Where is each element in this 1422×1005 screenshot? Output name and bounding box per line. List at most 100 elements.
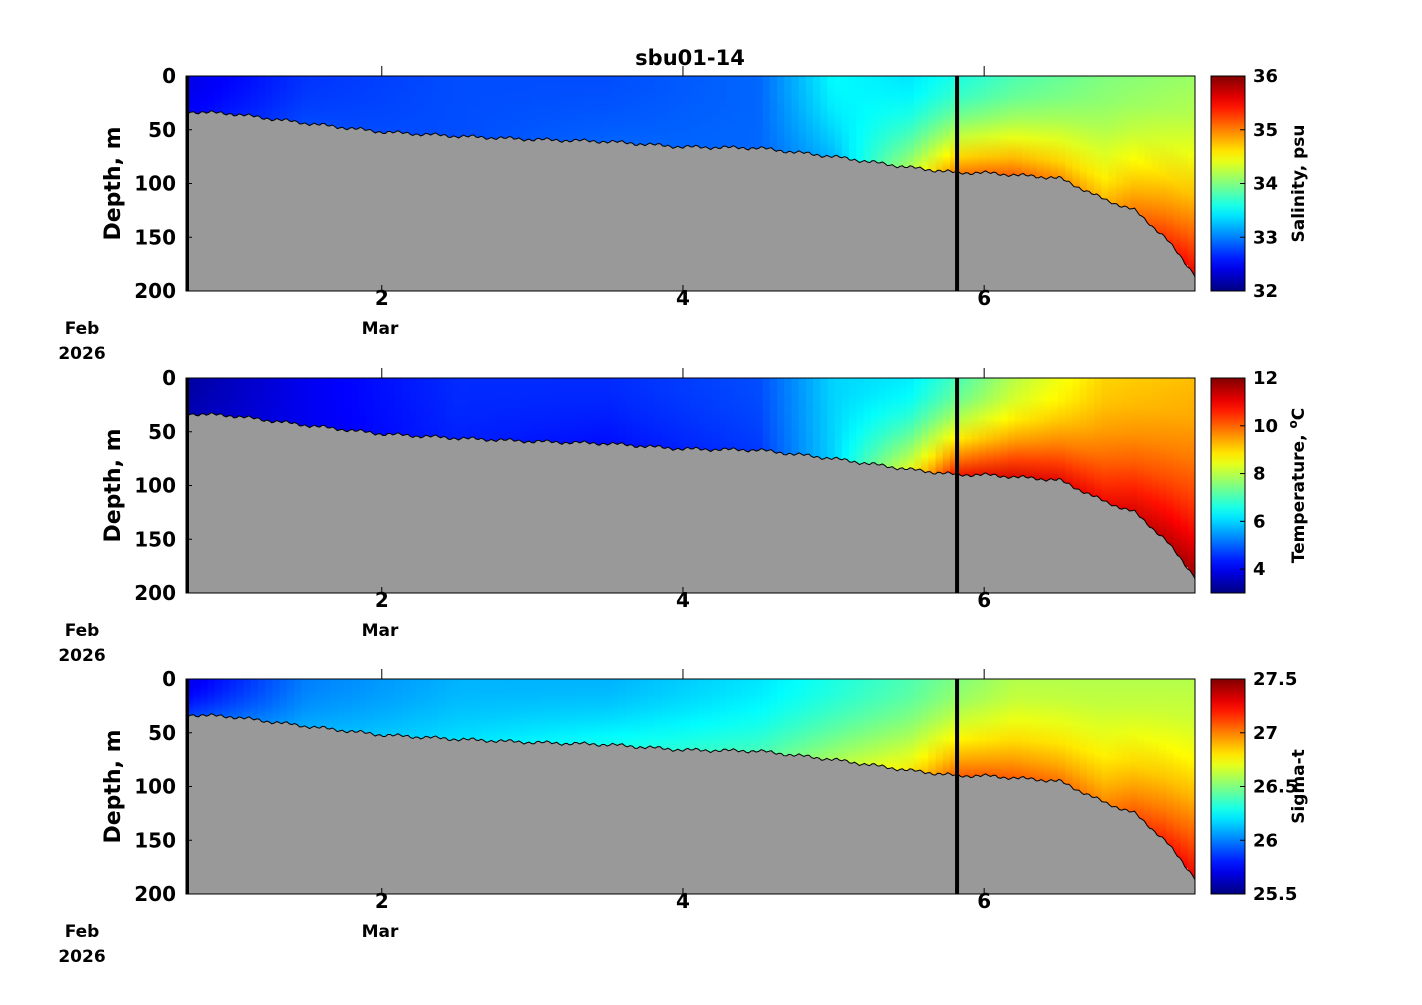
heatmap-column bbox=[921, 679, 930, 777]
heatmap-column bbox=[358, 76, 367, 134]
heatmap-column bbox=[935, 378, 944, 477]
heatmap-column bbox=[1101, 378, 1110, 506]
heatmap-column bbox=[762, 679, 771, 756]
heatmap-column bbox=[625, 378, 634, 450]
heatmap-column bbox=[964, 378, 973, 479]
heatmap-column bbox=[200, 679, 209, 720]
heatmap-column bbox=[877, 378, 886, 470]
heatmap-column bbox=[589, 378, 598, 448]
heatmap-column bbox=[258, 76, 267, 122]
heatmap-column bbox=[582, 679, 591, 748]
heatmap-column bbox=[524, 76, 533, 144]
heatmap-column bbox=[1166, 378, 1175, 550]
heatmap-column bbox=[517, 679, 526, 746]
heatmap-column bbox=[373, 76, 382, 136]
colorbar-tick-label: 27.5 bbox=[1253, 669, 1297, 690]
heatmap-column bbox=[567, 76, 576, 145]
y-axis-label: Depth, m bbox=[101, 729, 126, 843]
heatmap-column bbox=[1115, 378, 1124, 511]
heatmap-column bbox=[712, 378, 721, 454]
heatmap-column bbox=[243, 378, 252, 422]
heatmap-column bbox=[863, 378, 872, 468]
heatmap-column bbox=[1166, 679, 1175, 851]
heatmap-column bbox=[524, 679, 533, 747]
heatmap-column bbox=[1036, 76, 1045, 181]
heatmap-column bbox=[748, 378, 757, 454]
heatmap-column bbox=[697, 76, 706, 152]
heatmap-column bbox=[214, 679, 223, 721]
heatmap-column bbox=[467, 76, 476, 141]
heatmap-column bbox=[769, 76, 778, 154]
heatmap-column bbox=[1022, 679, 1031, 783]
y-tick-label: 0 bbox=[162, 366, 176, 390]
heatmap-column bbox=[517, 378, 526, 445]
heatmap-column bbox=[503, 76, 512, 143]
heatmap-column bbox=[402, 378, 411, 440]
colorbar-tick-label: 33 bbox=[1253, 227, 1278, 248]
heatmap-column bbox=[661, 679, 670, 753]
heatmap-column bbox=[740, 679, 749, 755]
heatmap-column bbox=[762, 76, 771, 153]
colorbar bbox=[1210, 678, 1246, 895]
heatmap-column bbox=[813, 378, 822, 461]
heatmap-column bbox=[1029, 76, 1038, 181]
heatmap-column bbox=[668, 679, 677, 754]
heatmap-field bbox=[186, 679, 1195, 878]
heatmap-column bbox=[582, 378, 591, 447]
heatmap-column bbox=[798, 76, 807, 158]
heatmap-column bbox=[957, 76, 966, 177]
x-tick-label: 6 bbox=[977, 889, 991, 913]
heatmap-column bbox=[791, 76, 800, 157]
heatmap-column bbox=[726, 679, 735, 755]
heatmap-column bbox=[229, 378, 238, 420]
date-label-month: Feb bbox=[65, 319, 100, 339]
heatmap-column bbox=[488, 76, 497, 142]
heatmap-column bbox=[1144, 679, 1153, 830]
heatmap-column bbox=[942, 679, 951, 779]
heatmap-column bbox=[409, 679, 418, 741]
heatmap-column bbox=[755, 76, 764, 153]
heatmap-column bbox=[546, 679, 555, 747]
heatmap-column bbox=[1144, 378, 1153, 529]
colorbar bbox=[1210, 75, 1246, 292]
heatmap-column bbox=[380, 679, 389, 740]
date-label-month: Mar bbox=[362, 319, 399, 339]
heatmap-column bbox=[229, 76, 238, 118]
heatmap-column bbox=[575, 679, 584, 748]
y-tick-label: 200 bbox=[134, 882, 176, 906]
heatmap-column bbox=[481, 378, 490, 444]
heatmap-column bbox=[452, 76, 461, 141]
x-tick-label: 6 bbox=[977, 588, 991, 612]
heatmap-column bbox=[1158, 378, 1167, 542]
heatmap-column bbox=[632, 76, 641, 148]
heatmap-column bbox=[1115, 76, 1124, 209]
heatmap-column bbox=[387, 679, 396, 740]
heatmap-column bbox=[301, 679, 310, 731]
heatmap-column bbox=[431, 378, 440, 441]
heatmap-column bbox=[755, 679, 764, 756]
heatmap-column bbox=[921, 76, 930, 174]
colorbar-label: Salinity, psu bbox=[1289, 125, 1309, 243]
heatmap-column bbox=[856, 76, 865, 165]
heatmap-column bbox=[870, 76, 879, 167]
heatmap-column bbox=[351, 679, 360, 736]
heatmap-column bbox=[1151, 76, 1160, 233]
heatmap-column bbox=[243, 76, 252, 120]
heatmap-column bbox=[827, 679, 836, 764]
heatmap-column bbox=[985, 76, 994, 178]
heatmap-column bbox=[661, 76, 670, 150]
heatmap-column bbox=[913, 679, 922, 776]
heatmap-column bbox=[993, 378, 1002, 480]
heatmap-column bbox=[445, 679, 454, 743]
heatmap-column bbox=[647, 679, 656, 752]
heatmap-column bbox=[1043, 76, 1052, 182]
heatmap-column bbox=[892, 76, 901, 170]
heatmap-column bbox=[1022, 76, 1031, 180]
heatmap-column bbox=[769, 679, 778, 757]
y-tick-label: 150 bbox=[134, 225, 176, 249]
heatmap-column bbox=[567, 679, 576, 748]
heatmap-column bbox=[942, 76, 951, 176]
heatmap-column bbox=[683, 679, 692, 755]
heatmap-column bbox=[560, 378, 569, 447]
